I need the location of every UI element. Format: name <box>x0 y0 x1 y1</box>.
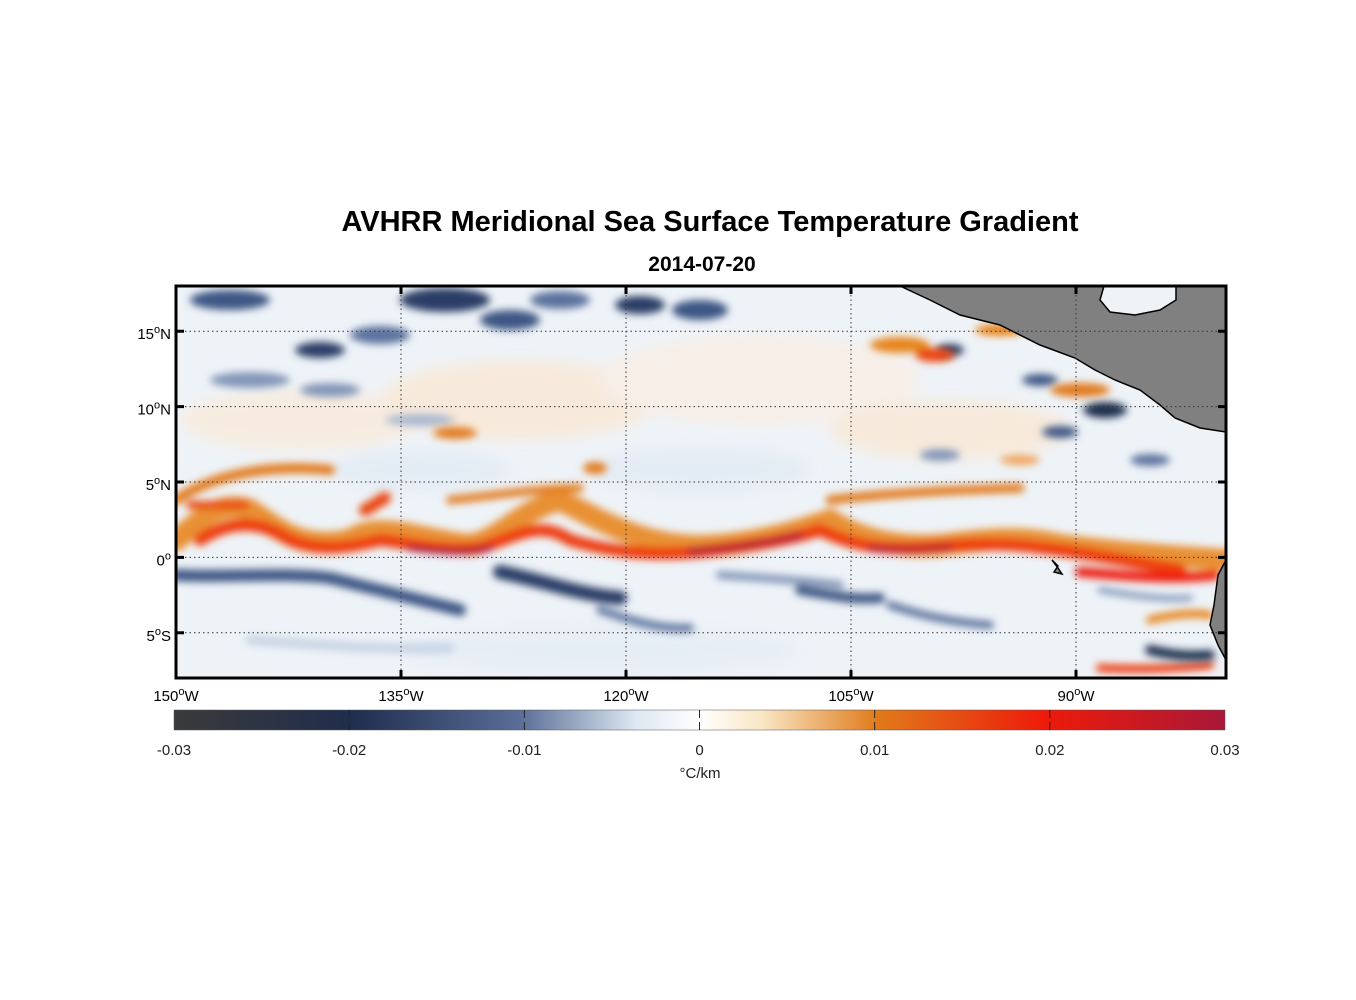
lat-tick-label: 0o <box>157 550 171 569</box>
lat-tick-label: 5oS <box>147 626 171 645</box>
colorbar-tick-label: -0.01 <box>507 742 541 759</box>
galapagos-islands <box>1051 559 1064 576</box>
colorbar-ticks: -0.03 -0.02 -0.01 0 0.01 0.02 0.03 <box>157 710 1240 759</box>
lat-tick-label: 5oN <box>146 475 171 494</box>
longitude-axis: 150oW 135oW 120oW 105oW 90oW <box>153 286 1095 705</box>
colorbar-tick-label: -0.02 <box>332 742 366 759</box>
south-america-landmass <box>1209 559 1226 661</box>
lon-tick-label: 90oW <box>1058 686 1096 705</box>
lon-tick-label: 120oW <box>603 686 649 705</box>
colorbar-tick-label: 0.01 <box>860 742 889 759</box>
colorbar-tick-label: 0.02 <box>1035 742 1064 759</box>
sst-gradient-field <box>176 286 1226 678</box>
central-america-landmass <box>899 286 1226 433</box>
lat-tick-label: 15oN <box>137 324 171 343</box>
colorbar-tick-label: -0.03 <box>157 742 191 759</box>
latitude-axis: 15oN 10oN 5oN 0o 5oS <box>137 324 1226 645</box>
colorbar-tick-label: 0 <box>695 742 703 759</box>
lon-tick-label: 135oW <box>378 686 424 705</box>
lon-tick-label: 105oW <box>828 686 874 705</box>
colorbar-unit-label: °C/km <box>680 765 721 782</box>
map-title: AVHRR Meridional Sea Surface Temperature… <box>341 206 1079 238</box>
lat-tick-label: 10oN <box>137 400 171 419</box>
map-subtitle: 2014-07-20 <box>648 253 756 276</box>
lon-tick-label: 150oW <box>153 686 199 705</box>
colorbar-tick-label: 0.03 <box>1210 742 1239 759</box>
